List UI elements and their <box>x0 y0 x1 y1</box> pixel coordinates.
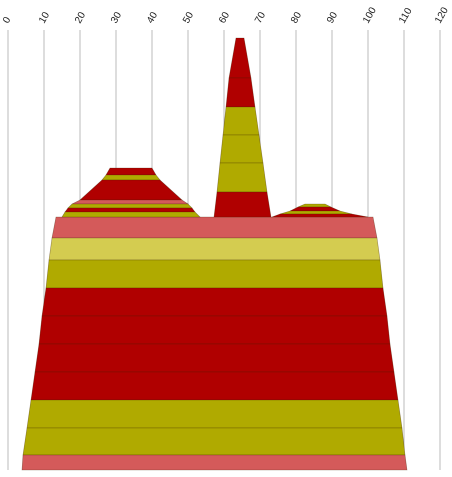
band <box>38 315 391 345</box>
band <box>34 343 395 373</box>
band <box>219 134 264 164</box>
band <box>48 237 381 261</box>
x-tick-label: 100 <box>361 5 379 25</box>
band <box>64 207 196 213</box>
band <box>51 216 378 239</box>
band <box>26 399 403 429</box>
x-tick-label: 120 <box>433 5 451 25</box>
band <box>101 174 161 181</box>
band <box>225 77 256 108</box>
profile-shape <box>21 216 408 471</box>
x-tick-label: 90 <box>325 10 340 26</box>
band <box>297 203 332 208</box>
x-tick-label: 0 <box>1 15 14 26</box>
x-tick-label: 110 <box>397 6 415 26</box>
band <box>105 167 157 176</box>
x-tick-label: 50 <box>181 10 196 26</box>
band <box>228 37 252 79</box>
band <box>45 259 384 289</box>
band <box>21 454 408 471</box>
band <box>61 211 201 218</box>
band <box>67 203 193 209</box>
band <box>22 427 406 456</box>
profile-shape <box>61 167 201 218</box>
x-tick-label: 80 <box>289 10 304 26</box>
band <box>41 287 388 317</box>
band <box>213 191 272 218</box>
band <box>271 213 369 218</box>
band <box>289 206 341 212</box>
profile-shape <box>271 203 369 218</box>
x-tick-label: 40 <box>145 10 160 26</box>
band <box>216 162 268 193</box>
profile-shape <box>213 37 272 218</box>
x-tick-label: 20 <box>73 10 88 26</box>
x-tick-label: 10 <box>37 10 52 26</box>
band <box>71 199 189 205</box>
x-tick-label: 70 <box>253 10 268 26</box>
x-tick-label: 30 <box>109 10 124 26</box>
band <box>279 210 353 215</box>
band <box>30 371 399 401</box>
x-tick-label: 60 <box>217 10 232 26</box>
band <box>222 106 260 136</box>
band <box>79 179 183 201</box>
